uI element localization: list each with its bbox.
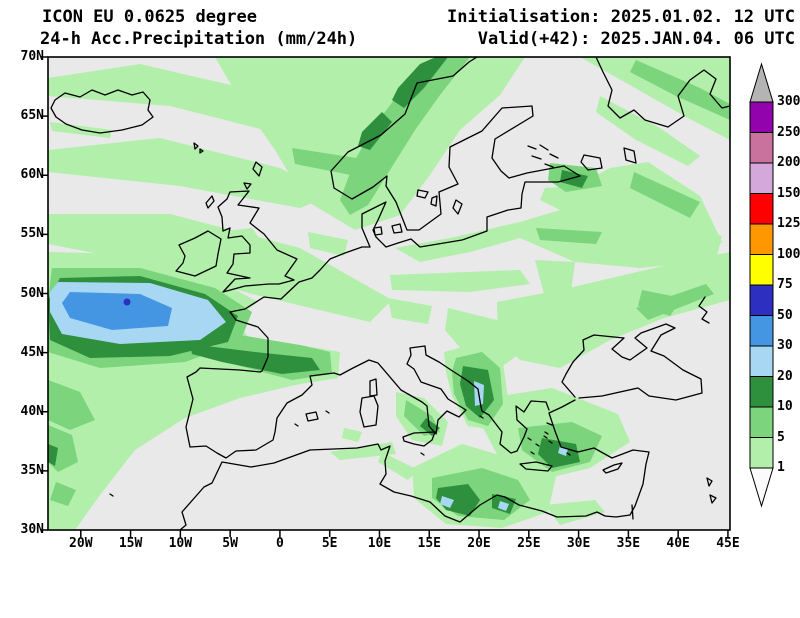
- coastline-funen: [373, 226, 383, 236]
- colorbar-value-label: 10: [777, 399, 793, 414]
- lon-tick-label: 0: [275, 536, 284, 551]
- caspian-edge: [698, 296, 710, 324]
- lon-tick-label: 15E: [417, 536, 441, 551]
- lake-ladoga: [580, 154, 603, 171]
- colorbar-segment-purple: [749, 101, 774, 133]
- colorbar-segment-red: [749, 193, 774, 225]
- lat-tick-label: 35N: [20, 462, 44, 478]
- colorbar-value-label: 300: [777, 94, 800, 109]
- coastline-mallorca: [305, 411, 319, 422]
- coastline-shetland: [252, 161, 263, 177]
- colorbar-value-label: 125: [777, 216, 800, 231]
- coastlines: [50, 57, 730, 530]
- colorbar-segment-blue_mid: [749, 315, 774, 347]
- colorbar-segment-yellow: [749, 254, 774, 286]
- coastline-zealand: [391, 223, 403, 234]
- lon-tick-label: 5W: [222, 536, 238, 551]
- lon-tick-label: 25E: [517, 536, 541, 551]
- lat-tick-label: 30N: [20, 522, 44, 537]
- coastline-europe-mainland: [185, 57, 581, 459]
- coastline-iceland: [50, 89, 154, 134]
- coastline-cyprus: [602, 462, 623, 474]
- colorbar-segment-mauve: [749, 132, 774, 164]
- lake-razazza: [709, 494, 717, 504]
- colorbar-segment-blue_dark: [749, 284, 774, 316]
- colorbar-underflow-arrow: [749, 467, 774, 508]
- lake-vattern: [430, 195, 438, 207]
- valid-time: Valid(+42): 2025.JAN.04. 06 UTC: [477, 29, 795, 49]
- colorbar-segment-lilac: [749, 162, 774, 194]
- colorbar-segment-blue_light: [749, 345, 774, 377]
- colorbar-value-label: 150: [777, 185, 800, 201]
- lon-tick-label: 20W: [69, 536, 93, 551]
- colorbar-segment-green_mid: [749, 406, 774, 438]
- coastline-crete: [519, 461, 553, 472]
- dead-sea: [631, 504, 634, 520]
- axis-ticks: [41, 56, 729, 537]
- model-title: ICON EU 0.0625 degree: [42, 7, 257, 27]
- colorbar-overflow-arrow: [749, 62, 774, 103]
- colorbar-value-label: 30: [777, 338, 793, 353]
- coastline-hebrides: [205, 195, 215, 209]
- product-title: 24-h Acc.Precipitation (mm/24h): [40, 29, 358, 49]
- colorbar-value-label: 50: [777, 307, 793, 323]
- colorbar-value-label: 75: [777, 277, 793, 292]
- lat-tick-label: 40N: [20, 403, 44, 419]
- coastline-sicily: [402, 431, 436, 447]
- coastline-britain: [217, 190, 298, 293]
- coastline-corsica: [369, 378, 378, 397]
- lake-vanern: [416, 189, 429, 199]
- coastline-orkney: [243, 182, 252, 190]
- colorbar-segment-green_light: [749, 437, 774, 469]
- init-time: Initialisation: 2025.01.02. 12 UTC: [447, 7, 795, 27]
- coastline-faroe: [193, 142, 204, 154]
- finnish-lakes: [527, 144, 559, 168]
- coastline-gotland: [452, 199, 463, 215]
- coastline-africa-levant-blacksea: [179, 323, 703, 530]
- lat-tick-label: 50N: [20, 285, 44, 301]
- lon-tick-label: 40E: [666, 536, 690, 551]
- lon-tick-label: 5E: [321, 536, 338, 551]
- colorbar-value-label: 20: [777, 368, 793, 384]
- lat-tick-label: 60N: [20, 167, 44, 183]
- lake-tharthar: [706, 477, 713, 487]
- colorbar-segment-green_dark: [749, 376, 774, 408]
- colorbar-value-label: 250: [777, 124, 800, 140]
- lat-tick-label: 45N: [20, 344, 44, 360]
- colorbar-segment-orange: [749, 223, 774, 255]
- lat-tick-label: 70N: [20, 49, 44, 64]
- coastline-ireland: [175, 230, 222, 277]
- lon-tick-label: 45E: [716, 536, 740, 551]
- colorbar-value-label: 100: [777, 246, 800, 262]
- lon-tick-label: 35E: [616, 536, 641, 551]
- precip-heavy-core: [123, 298, 131, 306]
- lat-tick-label: 65N: [20, 108, 44, 124]
- precip-mid-blue-layer: [62, 292, 172, 330]
- colorbar-value-label: 1: [777, 460, 785, 475]
- lat-tick-label: 55N: [20, 226, 44, 242]
- lon-tick-label: 20E: [467, 536, 491, 551]
- lon-tick-label: 15W: [118, 536, 143, 551]
- lon-tick-label: 10W: [168, 536, 193, 551]
- colorbar-value-label: 5: [777, 429, 785, 445]
- aegean-islands: [109, 410, 571, 497]
- lake-onega: [623, 147, 637, 164]
- coastline-white-sea: [595, 57, 730, 128]
- colorbar-value-label: 200: [777, 155, 800, 170]
- colorbar: [749, 101, 774, 469]
- lon-tick-label: 30E: [566, 536, 591, 551]
- lon-tick-label: 10E: [367, 536, 392, 551]
